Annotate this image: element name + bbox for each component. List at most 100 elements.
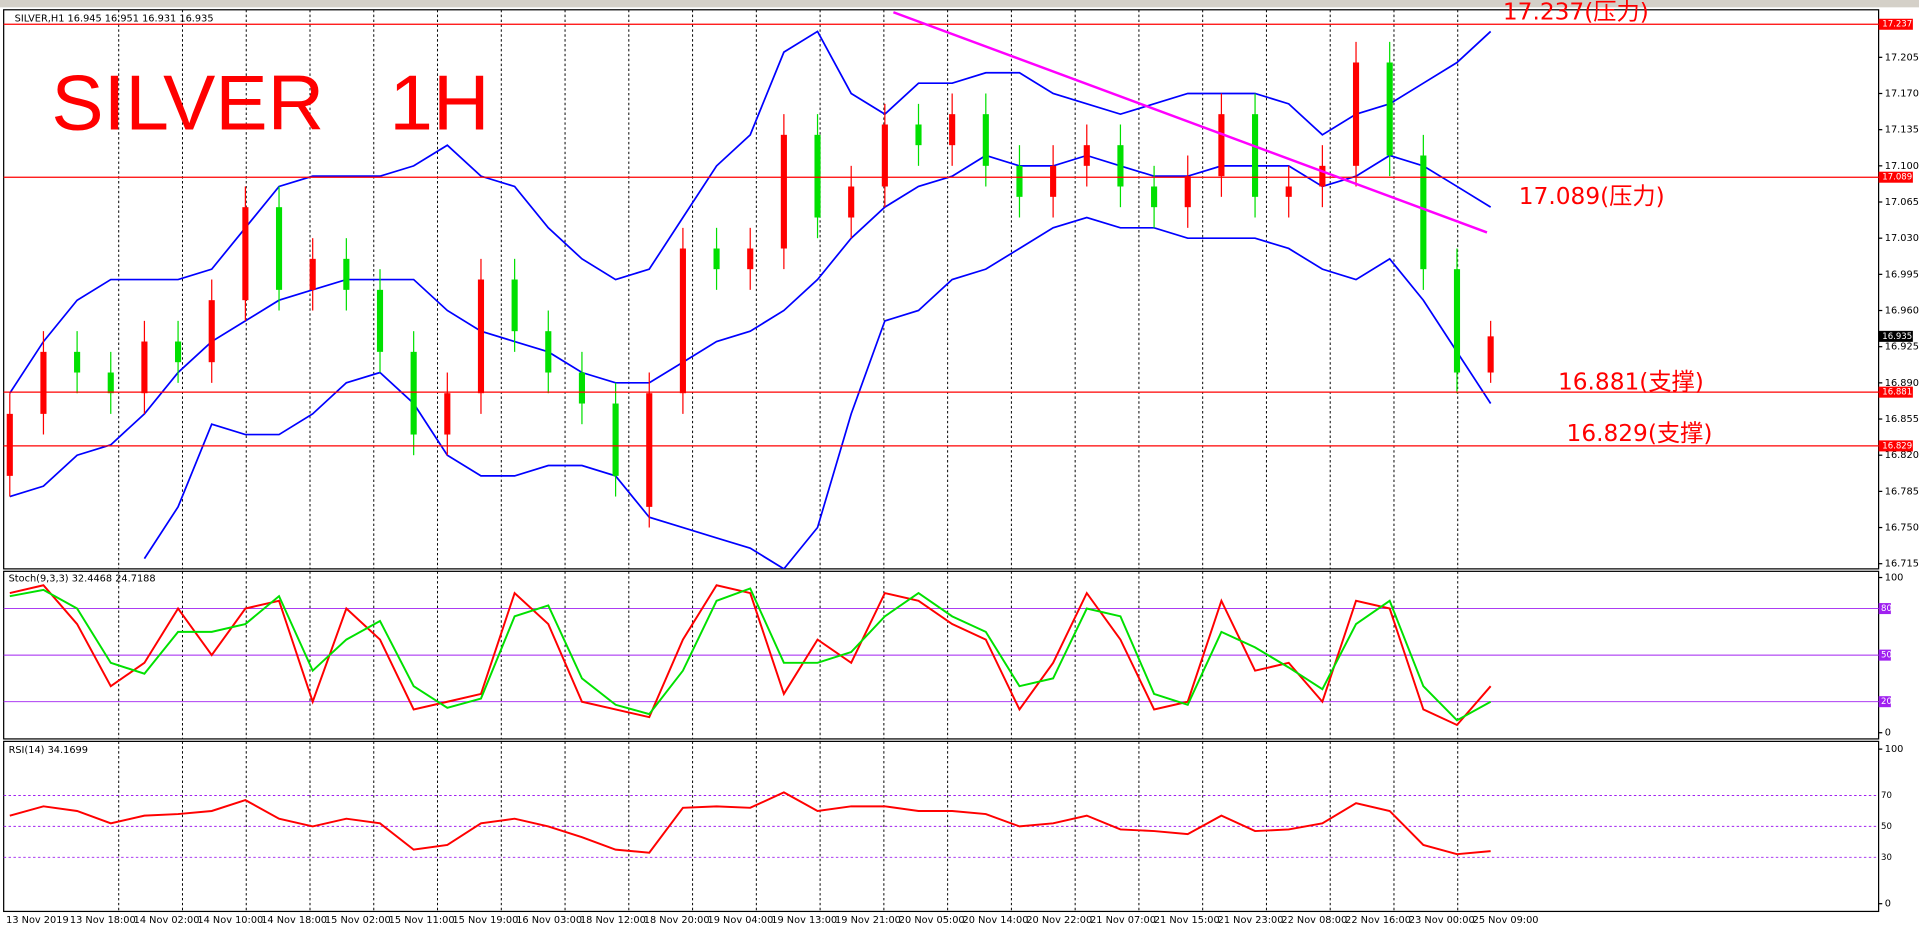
x-tick-label: 20 Nov 14:00 (963, 915, 1029, 926)
x-tick-label: 25 Nov 09:00 (1473, 915, 1539, 926)
candle-body (74, 351, 81, 373)
indicator-lines (9, 584, 1492, 727)
candle-body (578, 372, 586, 404)
x-tick-label: 15 Nov 02:00 (325, 915, 391, 926)
indicator-line (9, 791, 1491, 856)
candle-body (6, 413, 13, 476)
y-tick-label: 17.135 (1885, 125, 1919, 136)
stoch-title: Stoch(9,3,3) 32.4468 24.7188 (9, 574, 156, 585)
candle-body (1386, 62, 1393, 156)
x-tick-label: 19 Nov 13:00 (771, 915, 837, 926)
y-tick-label: 16.925 (1885, 342, 1919, 353)
candle-body (1487, 336, 1494, 373)
y-tick-label: 17.100 (1885, 161, 1919, 172)
candle-body (881, 124, 888, 187)
y-tick-label: 16.785 (1885, 486, 1919, 497)
candle-body (107, 372, 114, 394)
level-label: 30 (1881, 853, 1892, 863)
candle-body (1453, 269, 1461, 373)
x-tick-label: 14 Nov 18:00 (261, 915, 327, 926)
x-tick-label: 20 Nov 22:00 (1026, 915, 1092, 926)
trend-line (892, 11, 1488, 234)
candle-body (1285, 186, 1292, 197)
y-tick-label: 100 (1885, 744, 1904, 755)
candle-body (275, 207, 283, 290)
candle-body (679, 248, 686, 394)
level-box (1878, 696, 1891, 708)
y-tick-label: 16.750 (1885, 523, 1919, 534)
candle-body (477, 279, 485, 394)
y-tick-label: 16.960 (1885, 306, 1919, 317)
candle-body (444, 393, 451, 435)
candle-body (982, 114, 989, 166)
candle-body (1050, 165, 1057, 197)
level-price-label: 17.237 (1882, 20, 1912, 30)
bollinger-lower (143, 216, 1492, 569)
bollinger-middle (9, 154, 1492, 498)
candle-body (40, 351, 47, 414)
level-price-box (1878, 18, 1913, 30)
candle-body (175, 341, 182, 363)
x-tick-label: 16 Nov 03:00 (516, 915, 582, 926)
x-tick-label: 21 Nov 15:00 (1154, 915, 1220, 926)
level-price-box (1878, 440, 1913, 452)
rsi-title: RSI(14) 34.1699 (9, 745, 88, 756)
candle-body (646, 393, 653, 507)
candle-body (713, 248, 720, 270)
candle-body (511, 279, 518, 332)
level-label: 50 (1881, 651, 1892, 661)
level-price-label: 17.089 (1882, 173, 1912, 183)
last-price-box (1878, 330, 1913, 342)
level-price-box (1878, 171, 1913, 183)
level-annotation: 16.881(支撑) (1558, 369, 1704, 396)
main-panel (3, 9, 1880, 570)
bollinger-upper (9, 30, 1492, 394)
symbol-header: SILVER,H1 16.945 16.951 16.931 16.935 (15, 13, 214, 24)
candle-body (1184, 176, 1191, 208)
y-tick-label: 17.170 (1885, 88, 1919, 99)
y-tick-label: 16.995 (1885, 269, 1919, 280)
y-tick-label: 17.065 (1885, 197, 1919, 208)
candle-body (780, 134, 787, 249)
level-annotation: 17.237(压力) (1503, 0, 1649, 25)
level-label: 20 (1881, 697, 1892, 707)
level-label: 80 (1881, 604, 1892, 614)
x-tick-label: 19 Nov 21:00 (835, 915, 901, 926)
layers: 17.205 17.170 17.135 17.100 17.065 17.030 16.9… (3, 0, 1919, 926)
candle-body (343, 258, 350, 290)
y-tick-label: 16.715 (1885, 559, 1919, 570)
candle-body (1352, 62, 1360, 166)
x-tick-label: 14 Nov 10:00 (197, 915, 263, 926)
candle-body (1083, 145, 1090, 166)
x-tick-label: 18 Nov 12:00 (580, 915, 646, 926)
candle-body (1420, 155, 1427, 270)
candle-body (242, 207, 249, 301)
x-tick-label: 14 Nov 02:00 (134, 915, 200, 926)
candle-body (545, 331, 552, 373)
y-tick-label: 17.030 (1885, 233, 1919, 244)
toolbar-strip (0, 0, 1919, 8)
y-tick-label: 16.890 (1885, 378, 1919, 389)
candle-body (949, 114, 956, 146)
y-tick-label: 16.820 (1885, 450, 1919, 461)
y-tick-label: 100 (1885, 573, 1904, 584)
y-tick-label: 0 (1885, 899, 1891, 910)
indicator-lines (9, 791, 1491, 856)
candle-body (814, 134, 821, 218)
candle-body (141, 341, 148, 394)
x-tick-label: 22 Nov 16:00 (1345, 915, 1411, 926)
x-tick-label: 21 Nov 07:00 (1090, 915, 1156, 926)
level-box (1878, 603, 1891, 615)
x-tick-label: 19 Nov 04:00 (708, 915, 774, 926)
level-annotation: 16.829(支撑) (1567, 420, 1713, 447)
candle-body (848, 186, 855, 218)
candle-body (1151, 186, 1158, 208)
candle-body (1218, 114, 1225, 177)
last-price-label: 16.935 (1882, 332, 1912, 342)
x-tick-label: 15 Nov 11:00 (389, 915, 455, 926)
candle-body (915, 124, 922, 146)
y-tick-label: 0 (1885, 728, 1891, 739)
level-label: 70 (1881, 791, 1892, 801)
